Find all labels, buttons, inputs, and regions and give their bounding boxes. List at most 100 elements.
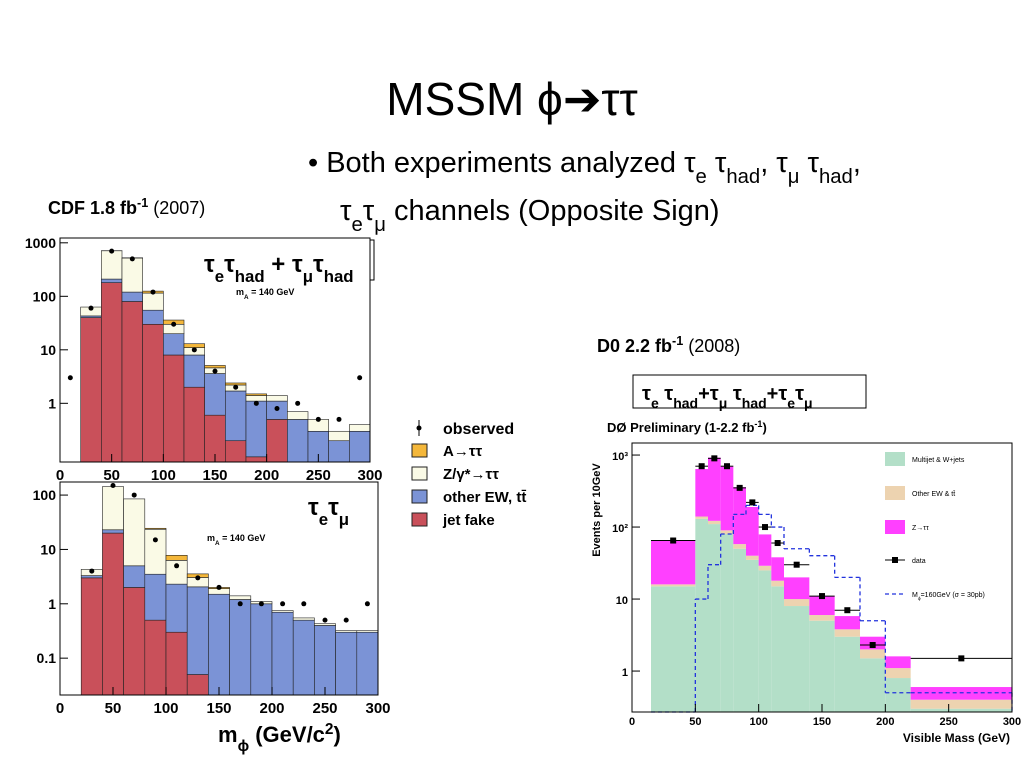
legend-swatch — [411, 443, 428, 458]
y-tick-label: 1 — [622, 667, 628, 679]
y-tick-label: 10 — [40, 541, 56, 557]
text-part: (GeV/c — [249, 722, 325, 747]
histogram-segment — [651, 586, 696, 712]
histogram-segment — [121, 301, 143, 463]
text-part: μ — [339, 510, 349, 529]
legend-label: Mϕ=160GeV (σ = 30pb) — [912, 592, 985, 602]
y-tick-label: 10 — [40, 342, 56, 358]
legend-marker — [416, 425, 422, 431]
histogram-segment — [784, 599, 810, 607]
histogram-segment — [186, 586, 209, 675]
data-point — [869, 642, 876, 649]
histogram-segment — [229, 595, 252, 600]
text-part: μ — [788, 166, 800, 188]
histogram-segment — [708, 520, 721, 525]
histogram-segment — [271, 611, 294, 696]
text-part: τ — [707, 147, 727, 179]
text-part: had — [673, 395, 698, 411]
histogram-segment — [121, 257, 143, 293]
data-point — [711, 455, 718, 462]
chart-title: DØ Preliminary (1-2.2 fb-1) — [607, 419, 767, 435]
bullet-text: • Both experiments analyzed τe τhad, τμ … — [308, 147, 861, 188]
y-tick-label: 100 — [33, 487, 57, 503]
x-tick-label: 50 — [103, 467, 120, 484]
channel-box — [632, 374, 867, 409]
histogram-segment — [733, 548, 746, 712]
text-part: μ — [804, 395, 813, 411]
data-point — [174, 563, 180, 569]
histogram-segment — [809, 615, 835, 621]
histogram-segment — [225, 382, 247, 386]
x-tick-label: 150 — [813, 716, 831, 728]
legend-swatch — [885, 486, 905, 500]
x-tick-label: 0 — [629, 716, 635, 728]
data-point — [844, 607, 851, 614]
histogram-segment — [142, 292, 164, 311]
histogram-segment — [720, 466, 734, 531]
x-tick-label: 100 — [153, 700, 178, 717]
text-part: e — [351, 214, 362, 236]
x-tick-label: 150 — [206, 700, 231, 717]
text-part: , τ — [760, 147, 788, 179]
text-part: -1 — [754, 419, 762, 429]
y-tick-label: 1 — [48, 596, 56, 612]
text-part: ϕ — [238, 738, 250, 755]
histogram-segment — [349, 424, 371, 432]
histogram-segment — [758, 565, 772, 571]
x-tick-label: 300 — [365, 700, 390, 717]
text-part: had — [726, 166, 760, 188]
histogram-segment — [163, 333, 185, 356]
text-part: τ — [795, 383, 804, 405]
channel-label: τeτμ — [308, 494, 349, 529]
data-point — [736, 484, 743, 491]
histogram-segment — [834, 629, 860, 637]
histogram-segment — [225, 440, 247, 463]
data-point — [301, 601, 307, 607]
x-tick-label: 50 — [689, 716, 701, 728]
x-tick-label: 50 — [105, 700, 122, 717]
data-point — [88, 305, 94, 311]
data-point — [253, 400, 259, 406]
data-point — [212, 368, 218, 374]
histogram-segment — [80, 575, 103, 579]
histogram-segment — [885, 678, 911, 712]
text-part: -1 — [672, 334, 683, 348]
histogram-segment — [142, 309, 164, 325]
x-tick-label: 0 — [56, 467, 64, 484]
data-point — [195, 575, 201, 581]
histogram-segment — [208, 593, 230, 696]
data-point — [670, 537, 677, 544]
text-part: CDF 1.8 fb — [48, 198, 137, 218]
histogram-segment — [910, 708, 1012, 712]
histogram-segment — [784, 577, 810, 600]
histogram-segment — [746, 555, 759, 560]
text-part: + — [265, 251, 292, 278]
data-point — [233, 384, 239, 390]
y-tick-label: 100 — [33, 288, 57, 304]
legend-label: other EW, tt̄ — [443, 489, 527, 506]
data-point — [150, 289, 156, 295]
y-axis-label: Events per 10GeV — [591, 463, 603, 557]
histogram-segment — [708, 457, 721, 521]
y-tick-label: 0.1 — [37, 650, 57, 666]
histogram-segment — [746, 506, 759, 556]
legend-swatch — [411, 512, 428, 527]
data-point — [336, 416, 342, 422]
histogram-segment — [183, 386, 205, 463]
data-point — [89, 568, 95, 574]
histogram-segment — [287, 419, 309, 463]
text-part: had — [324, 267, 354, 286]
histogram-segment — [271, 610, 294, 613]
text-part: ϕ — [918, 596, 921, 602]
text-part: had — [819, 166, 853, 188]
histogram-segment — [204, 365, 226, 369]
histogram-segment — [102, 532, 124, 696]
data-point — [774, 540, 781, 547]
x-tick-label: 200 — [259, 700, 284, 717]
data-point — [109, 248, 115, 254]
annotation: mA = 140 GeV — [207, 533, 265, 547]
data-point — [129, 256, 135, 262]
histogram-segment — [80, 577, 103, 696]
histogram-segment — [695, 469, 708, 517]
histogram-segment — [746, 559, 759, 712]
